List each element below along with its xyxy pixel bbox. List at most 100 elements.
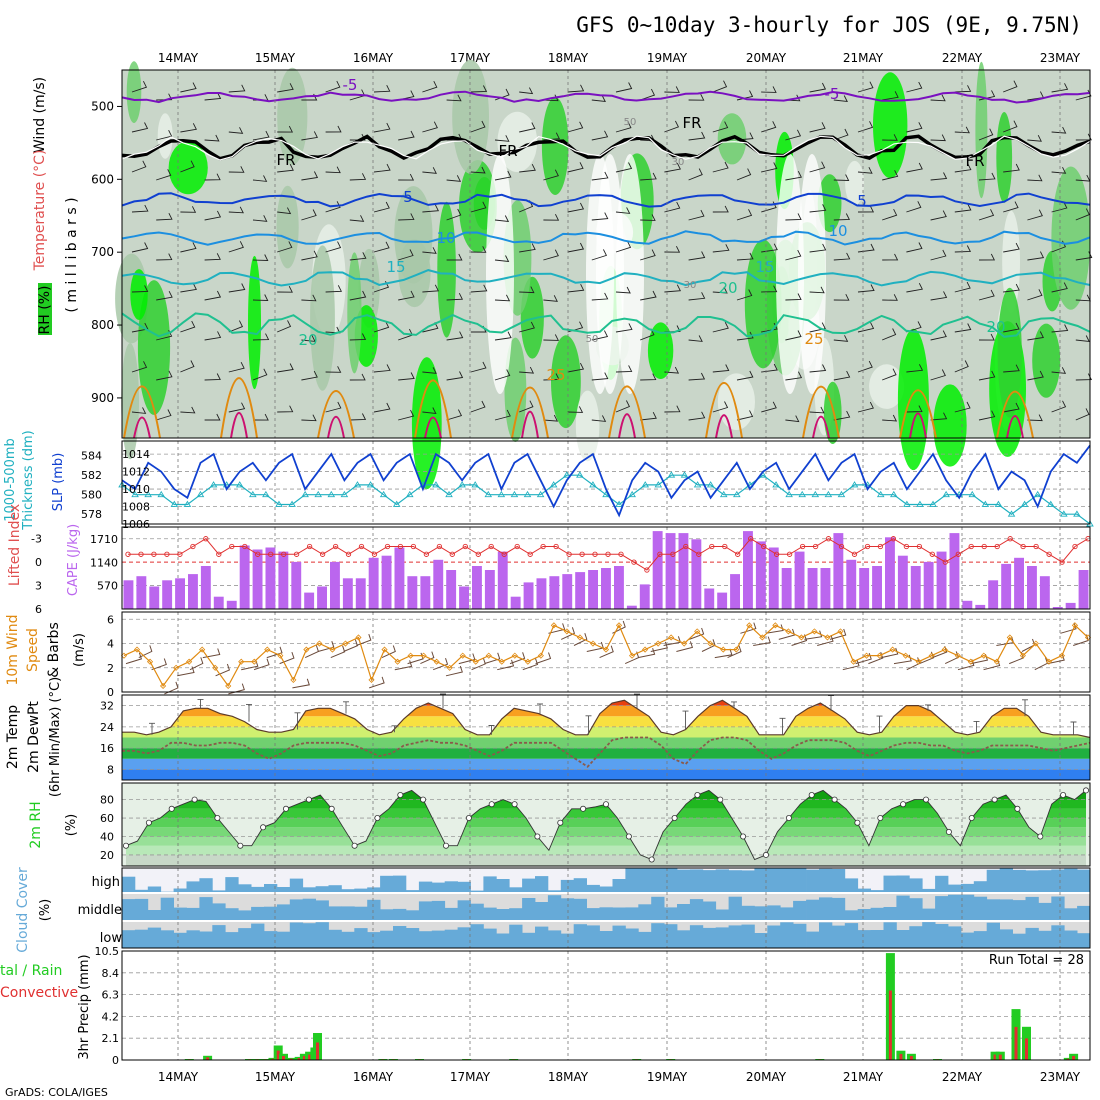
wind-speed-point — [433, 658, 440, 665]
ylabel-cape: CAPE (J/kg) — [66, 524, 81, 596]
cloud-bar — [999, 899, 1013, 920]
wind-barb — [882, 368, 897, 381]
wind-speed-point — [485, 652, 492, 659]
wind-barb — [688, 292, 706, 301]
wind-barb — [1027, 174, 1043, 182]
wind-barb — [252, 130, 270, 141]
wind-barb-10m — [829, 628, 847, 640]
cloud-bar — [651, 923, 665, 948]
cape-bar — [949, 533, 960, 609]
rh-blob — [997, 287, 1022, 418]
wind-barb — [252, 413, 269, 421]
rh-blob — [248, 255, 261, 390]
precip-tick: 2.1 — [102, 1032, 120, 1045]
lifted-index-point — [540, 543, 546, 550]
wind-barb-10m — [125, 652, 143, 665]
cloud-bar — [1077, 933, 1091, 948]
cloud-bar — [793, 868, 807, 892]
wind-speed-point — [576, 634, 584, 641]
p-tick-label: 900 — [91, 391, 114, 405]
cape-bar — [988, 580, 999, 609]
wind-barb — [640, 411, 657, 421]
ylabel-2m-rh: 2m RH — [28, 801, 44, 848]
wind-barb — [180, 82, 197, 93]
lifted-index-point — [319, 551, 326, 557]
wind-barb — [1051, 126, 1067, 134]
rh-blob — [137, 280, 171, 415]
dry-column — [486, 154, 514, 394]
rh-point — [442, 842, 449, 849]
cloud-bar — [973, 881, 988, 892]
precip-bar-convective — [993, 1054, 997, 1060]
wind-barb — [688, 168, 703, 181]
wind-speed-point — [290, 676, 297, 683]
contour-label: 10 — [828, 222, 847, 240]
wind-barb — [688, 209, 705, 221]
wind-speed-point — [238, 658, 245, 665]
wind-barb — [228, 206, 244, 214]
wind-speed-point — [472, 658, 479, 665]
lifted-index-point — [255, 551, 261, 557]
wind-barb — [736, 252, 754, 261]
wind-barb — [761, 363, 778, 373]
cloud-bar — [225, 877, 239, 892]
wind-barb-10m — [714, 648, 733, 659]
wind-barb-10m — [266, 646, 283, 659]
contour-label: FR — [965, 152, 984, 170]
wind-barb — [204, 331, 222, 341]
thickness-point — [1007, 510, 1016, 517]
wind-barb — [930, 369, 946, 381]
cloud-bar — [896, 930, 910, 948]
cape-bar — [1027, 566, 1037, 609]
cape-tick: 1710 — [90, 533, 118, 546]
lifted-index-line — [128, 538, 1089, 571]
wind-barb — [204, 92, 222, 101]
wind-barb — [543, 169, 559, 181]
wind-barb — [519, 87, 534, 95]
wind-barb — [1003, 80, 1018, 93]
wind-barb — [978, 172, 996, 181]
cloud-bar — [173, 932, 187, 948]
cape-bar — [317, 586, 327, 609]
cloud-bar — [960, 894, 975, 920]
wind-barb — [567, 84, 585, 93]
wind-barb — [1003, 402, 1020, 413]
wind-barb — [156, 370, 173, 381]
cloud-bar — [173, 888, 187, 892]
wind-barb — [373, 84, 391, 93]
cloud-bar — [715, 927, 729, 948]
lifted-index-point — [1033, 543, 1039, 550]
rh-point — [511, 801, 518, 808]
contour-30-warm — [424, 416, 442, 439]
wind-barb — [180, 283, 197, 293]
lifted-index-point — [579, 551, 585, 557]
cape-bar — [394, 547, 405, 609]
cloud-bar — [986, 922, 1000, 948]
cape-bar — [743, 531, 753, 609]
wind-barb — [398, 130, 415, 141]
temp-minmax-bar — [585, 715, 592, 735]
wind-barb — [809, 82, 827, 93]
wind-barb-10m — [573, 633, 588, 646]
cape-bar — [691, 539, 702, 609]
wind-barb — [301, 294, 317, 302]
thickness-point — [301, 490, 309, 498]
cloud-bar — [509, 908, 523, 920]
li-tick: 6 — [35, 603, 42, 616]
wind-barb — [930, 134, 946, 142]
wind-barb — [180, 360, 195, 373]
wind-barb — [833, 128, 849, 141]
cloud-bar — [612, 925, 626, 948]
cape-bar — [562, 574, 573, 609]
wind-barb — [446, 371, 464, 381]
cape-bar — [291, 561, 302, 609]
ylabel-wind: Wind (m/s) — [32, 77, 48, 153]
wind-speed-point — [1032, 640, 1039, 647]
wind-barb — [1075, 408, 1090, 421]
wind-speed-point — [655, 640, 662, 647]
wind-barb — [906, 405, 923, 413]
cloud-bar — [857, 930, 871, 948]
temp-band — [122, 737, 1090, 749]
ylabel-thickness-b: Thickness (dm) — [21, 430, 36, 530]
